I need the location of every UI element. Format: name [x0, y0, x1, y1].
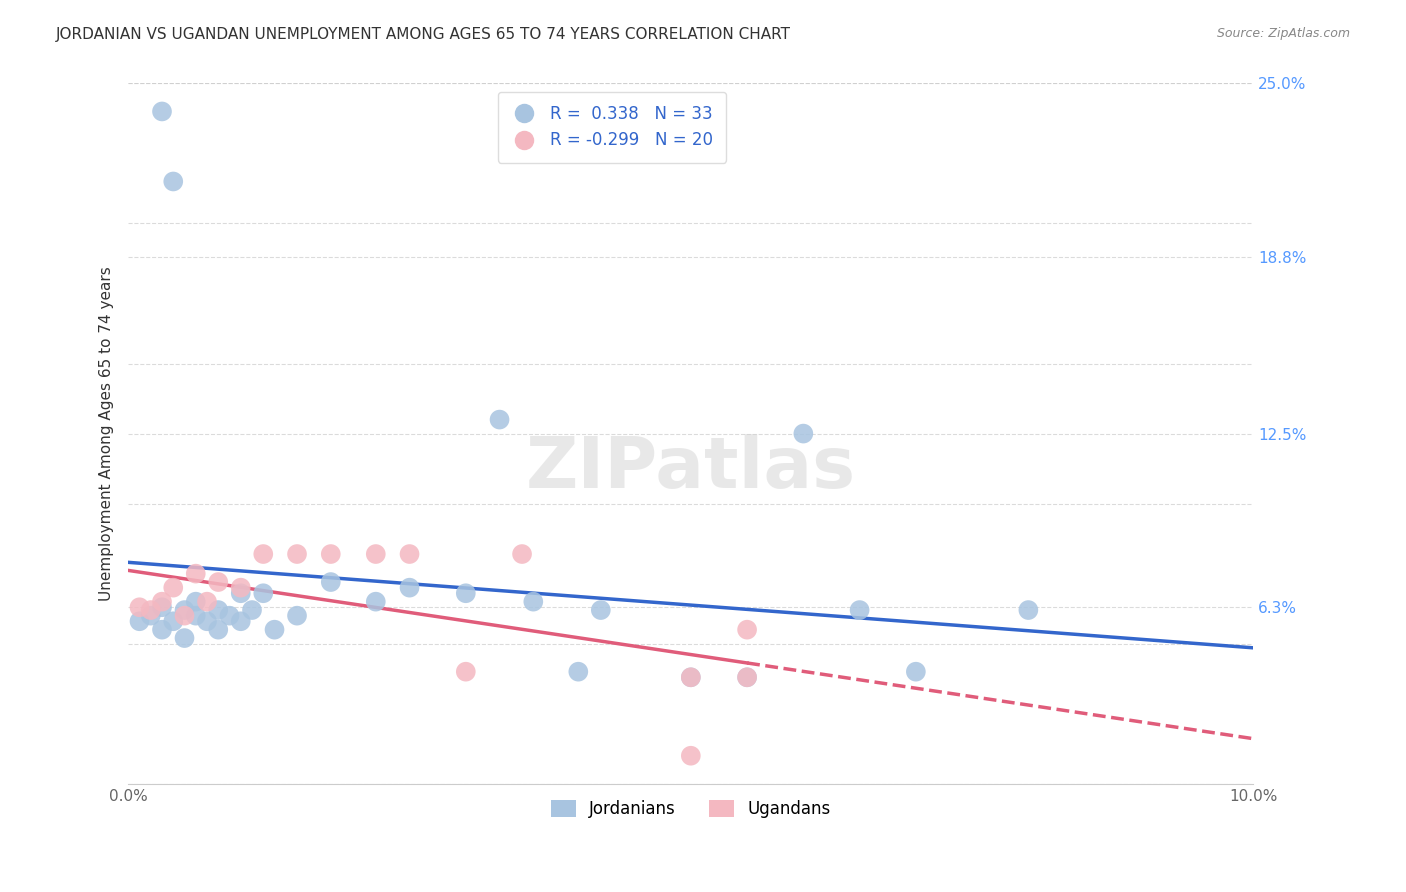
Point [488, 412, 510, 426]
Point [319, 575, 342, 590]
Point [398, 581, 420, 595]
Point [184, 595, 207, 609]
Point [218, 608, 240, 623]
Point [364, 595, 387, 609]
Point [364, 547, 387, 561]
Point [735, 670, 758, 684]
Point [150, 595, 173, 609]
Point [510, 547, 533, 561]
Point [139, 608, 162, 623]
Text: Source: ZipAtlas.com: Source: ZipAtlas.com [1216, 27, 1350, 40]
Point [139, 603, 162, 617]
Point [173, 608, 195, 623]
Y-axis label: Unemployment Among Ages 65 to 74 years: Unemployment Among Ages 65 to 74 years [100, 266, 114, 601]
Point [285, 547, 308, 561]
Point [285, 608, 308, 623]
Point [454, 665, 477, 679]
Point [162, 174, 184, 188]
Point [735, 623, 758, 637]
Point [1017, 603, 1039, 617]
Text: ZIPatlas: ZIPatlas [526, 434, 856, 503]
Point [207, 575, 229, 590]
Point [229, 614, 252, 628]
Point [195, 614, 218, 628]
Point [229, 581, 252, 595]
Point [904, 665, 927, 679]
Point [173, 631, 195, 645]
Point [848, 603, 870, 617]
Point [162, 581, 184, 595]
Point [150, 623, 173, 637]
Point [207, 623, 229, 637]
Point [589, 603, 612, 617]
Point [522, 595, 544, 609]
Point [398, 547, 420, 561]
Point [252, 547, 274, 561]
Point [195, 595, 218, 609]
Point [162, 614, 184, 628]
Point [252, 586, 274, 600]
Point [679, 748, 702, 763]
Point [679, 670, 702, 684]
Point [263, 623, 285, 637]
Point [150, 104, 173, 119]
Point [792, 426, 814, 441]
Text: JORDANIAN VS UGANDAN UNEMPLOYMENT AMONG AGES 65 TO 74 YEARS CORRELATION CHART: JORDANIAN VS UGANDAN UNEMPLOYMENT AMONG … [56, 27, 792, 42]
Point [173, 603, 195, 617]
Point [735, 670, 758, 684]
Legend: Jordanians, Ugandans: Jordanians, Ugandans [544, 793, 838, 824]
Point [128, 614, 150, 628]
Point [679, 670, 702, 684]
Point [184, 566, 207, 581]
Point [128, 600, 150, 615]
Point [454, 586, 477, 600]
Point [319, 547, 342, 561]
Point [567, 665, 589, 679]
Point [150, 600, 173, 615]
Point [207, 603, 229, 617]
Point [229, 586, 252, 600]
Point [240, 603, 263, 617]
Point [184, 608, 207, 623]
